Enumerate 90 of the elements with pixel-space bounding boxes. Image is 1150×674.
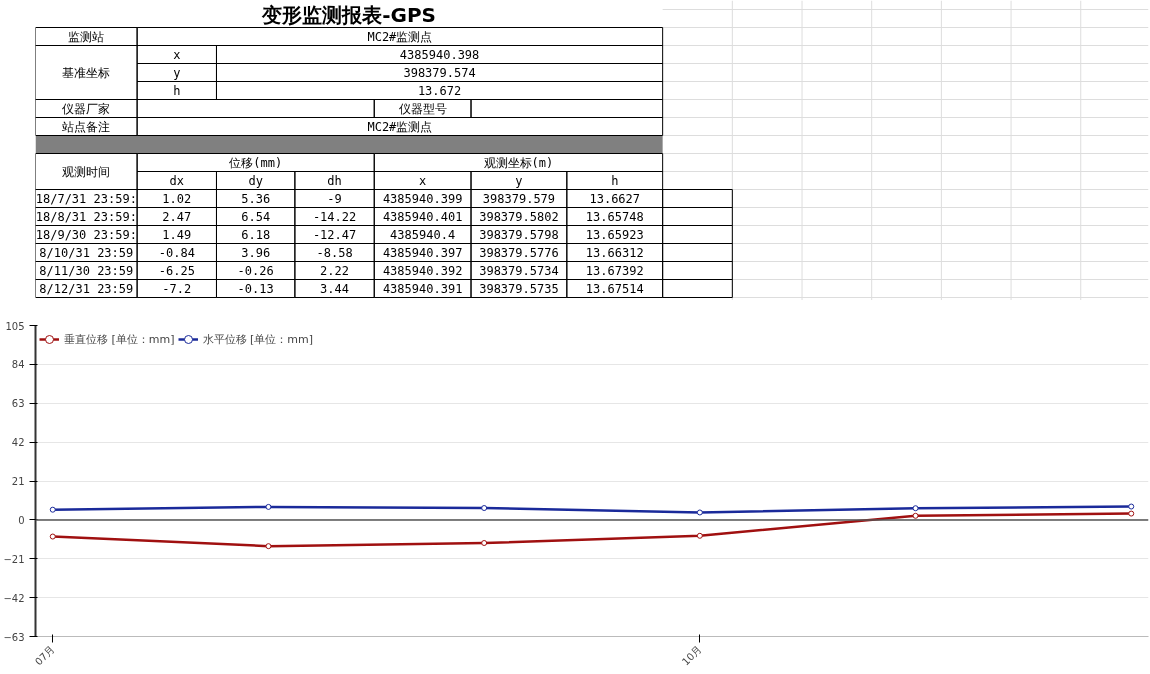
text: 13.67514 (585, 282, 644, 296)
text: 观测时间 (62, 164, 111, 179)
text: -0.13 (237, 282, 274, 296)
y-tick-label: 84 (11, 359, 25, 371)
point (49, 533, 56, 540)
point (912, 512, 919, 519)
text: -6.25 (158, 264, 195, 278)
text: 13.66312 (585, 246, 644, 260)
text: 8/11/30 23:59 (39, 263, 134, 278)
text: -8.58 (316, 246, 353, 260)
text: 基准坐标 (62, 65, 111, 80)
text: dx (169, 173, 185, 188)
text: y (173, 65, 181, 80)
text: 4385940.392 (382, 264, 463, 278)
x-tick-label: 10月 (679, 643, 704, 668)
text: 4385940.398 (399, 48, 480, 62)
text: MC2#监测点 (367, 119, 433, 134)
text: 18/9/30 23:59: (35, 227, 137, 242)
legend-label: 垂直位移 [单位：mm] (64, 331, 175, 347)
text: 6.18 (241, 228, 271, 242)
text: h (173, 83, 181, 98)
point (696, 509, 703, 516)
point (481, 505, 488, 512)
text: 1.02 (162, 192, 192, 206)
text: 监测站 (68, 29, 105, 44)
point (265, 543, 272, 550)
text: 仪器型号 (398, 101, 447, 116)
y-tick-label: 21 (11, 476, 25, 487)
text: 13.65748 (585, 210, 644, 224)
text: 398379.5735 (479, 282, 559, 296)
text: -9 (327, 192, 342, 206)
text: 18/8/31 23:59: (35, 209, 137, 224)
point (1128, 503, 1135, 510)
point (1128, 510, 1135, 517)
legend-label: 水平位移 [单位：mm] (202, 331, 314, 347)
text: -0.84 (158, 246, 195, 260)
text: h (611, 173, 619, 188)
text: 398379.5776 (479, 246, 559, 260)
text: 398379.579 (482, 192, 556, 206)
point (481, 540, 488, 547)
text: 变形监测报表-GPS (261, 2, 436, 27)
text: 13.67392 (585, 264, 644, 278)
y-tick-label: −21 (3, 553, 25, 565)
text: 2.47 (162, 210, 192, 224)
point (49, 506, 56, 513)
x-tick-label: 07月 (32, 643, 57, 668)
text: -7.2 (162, 282, 192, 296)
text: 位移(mm) (229, 155, 283, 170)
y-tick-label: 63 (11, 398, 25, 410)
text: 6.54 (241, 210, 271, 224)
text: 观测坐标(m) (483, 155, 554, 170)
text: 4385940.397 (382, 246, 463, 260)
text: 5.36 (241, 192, 271, 206)
text: x (173, 47, 181, 62)
text: 13.672 (417, 84, 462, 98)
text: -0.26 (237, 264, 274, 278)
text: 8/10/31 23:59 (39, 245, 134, 260)
y-tick-label: −42 (3, 592, 25, 604)
text: 4385940.4 (390, 228, 456, 242)
text: 2.22 (320, 264, 350, 278)
text: 仪器厂家 (62, 101, 111, 116)
point (696, 532, 703, 539)
y-tick-label: −63 (3, 631, 25, 643)
text: 398379.5734 (479, 264, 559, 278)
text: x (419, 173, 427, 188)
text: -12.47 (312, 228, 357, 242)
text: -14.22 (312, 210, 357, 224)
text: 站点备注 (62, 119, 111, 134)
point (265, 503, 272, 510)
text: 398379.5802 (479, 210, 559, 224)
text: MC2#监测点 (367, 29, 433, 44)
text: 4385940.391 (382, 282, 463, 296)
point (912, 505, 919, 512)
text: 398379.574 (403, 66, 476, 80)
text: dy (248, 173, 263, 188)
text: 4385940.401 (382, 210, 463, 224)
text: y (515, 173, 523, 188)
text: 13.6627 (589, 192, 641, 206)
text: 3.44 (320, 282, 350, 296)
text: 4385940.399 (382, 192, 463, 206)
y-tick-label: 42 (11, 437, 25, 449)
text: 1.49 (162, 228, 192, 242)
text: dh (327, 173, 342, 188)
text: 8/12/31 23:59 (39, 281, 134, 296)
y-tick-label: 105 (5, 320, 25, 332)
y-tick-label: 0 (18, 514, 25, 526)
text: 398379.5798 (479, 228, 559, 242)
text: 13.65923 (585, 228, 644, 242)
text: 18/7/31 23:59: (35, 191, 137, 206)
text: 3.96 (241, 246, 271, 260)
